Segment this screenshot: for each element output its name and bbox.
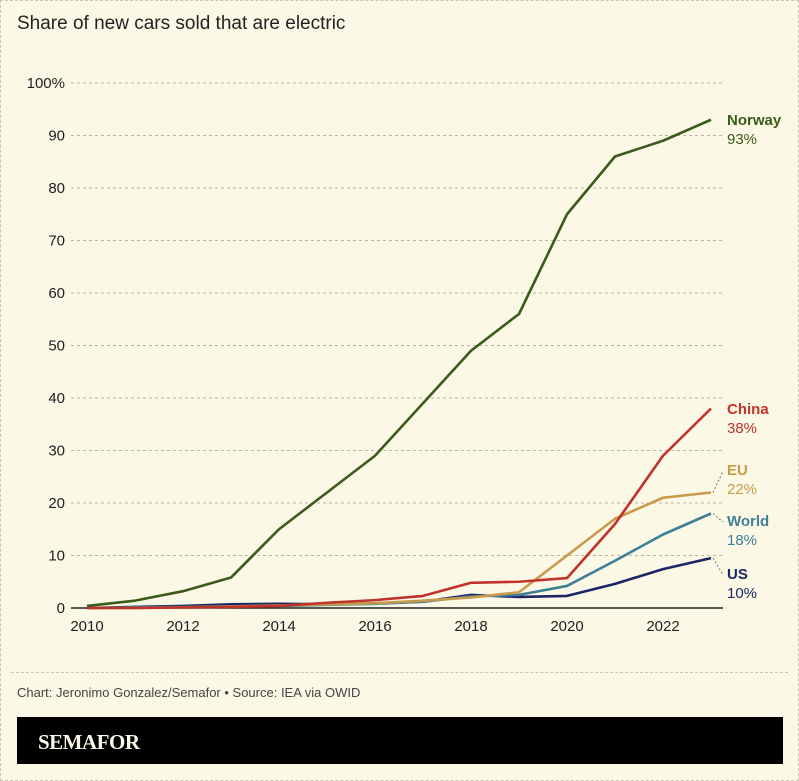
label-leader xyxy=(712,557,724,576)
series-end-value: 38% xyxy=(727,420,757,437)
series-line-world xyxy=(86,512,712,610)
series-label: World xyxy=(727,513,769,530)
series-end-value: 18% xyxy=(727,532,757,549)
divider xyxy=(11,672,788,673)
x-tick-label: 2022 xyxy=(646,618,679,635)
y-tick-label: 90 xyxy=(48,128,65,145)
series-line-us xyxy=(86,556,712,610)
y-tick-label: 80 xyxy=(48,180,65,197)
brand-bar: SEMAFOR xyxy=(17,717,783,764)
y-tick-label: 100% xyxy=(27,75,65,92)
series-label: Norway xyxy=(727,112,782,129)
x-tick-label: 2016 xyxy=(358,618,391,635)
y-tick-label: 60 xyxy=(48,285,65,302)
y-tick-label: 20 xyxy=(48,495,65,512)
y-tick-label: 50 xyxy=(48,338,65,355)
x-tick-label: 2014 xyxy=(262,618,295,635)
semafor-logo: SEMAFOR xyxy=(38,730,140,754)
series-label: US xyxy=(727,566,748,583)
series-line-norway xyxy=(86,118,712,608)
label-leader xyxy=(712,470,724,493)
series-label: China xyxy=(727,401,769,418)
series-line-china xyxy=(87,407,712,610)
x-tick-label: 2018 xyxy=(454,618,487,635)
line-chart: 0 10 20 30 40 50 60 70 80 90 100% 2010 2012 2014 2016 2… xyxy=(27,75,782,635)
x-tick-label: 2012 xyxy=(166,618,199,635)
x-tick-label: 2020 xyxy=(550,618,583,635)
credit-line: Chart: Jeronimo Gonzalez/Semafor • Sourc… xyxy=(17,685,361,700)
label-leader xyxy=(712,513,724,523)
series-end-value: 93% xyxy=(727,131,757,148)
y-tick-label: 0 xyxy=(57,600,65,617)
y-tick-label: 10 xyxy=(48,548,65,565)
series-label: EU xyxy=(727,462,748,479)
y-tick-label: 30 xyxy=(48,443,65,460)
y-tick-label: 40 xyxy=(48,390,65,407)
chart-title: Share of new cars sold that are electric xyxy=(17,13,346,34)
x-tick-label: 2010 xyxy=(70,618,103,635)
series-end-value: 22% xyxy=(727,481,757,498)
series-end-value: 10% xyxy=(727,585,757,602)
y-tick-label: 70 xyxy=(48,233,65,250)
